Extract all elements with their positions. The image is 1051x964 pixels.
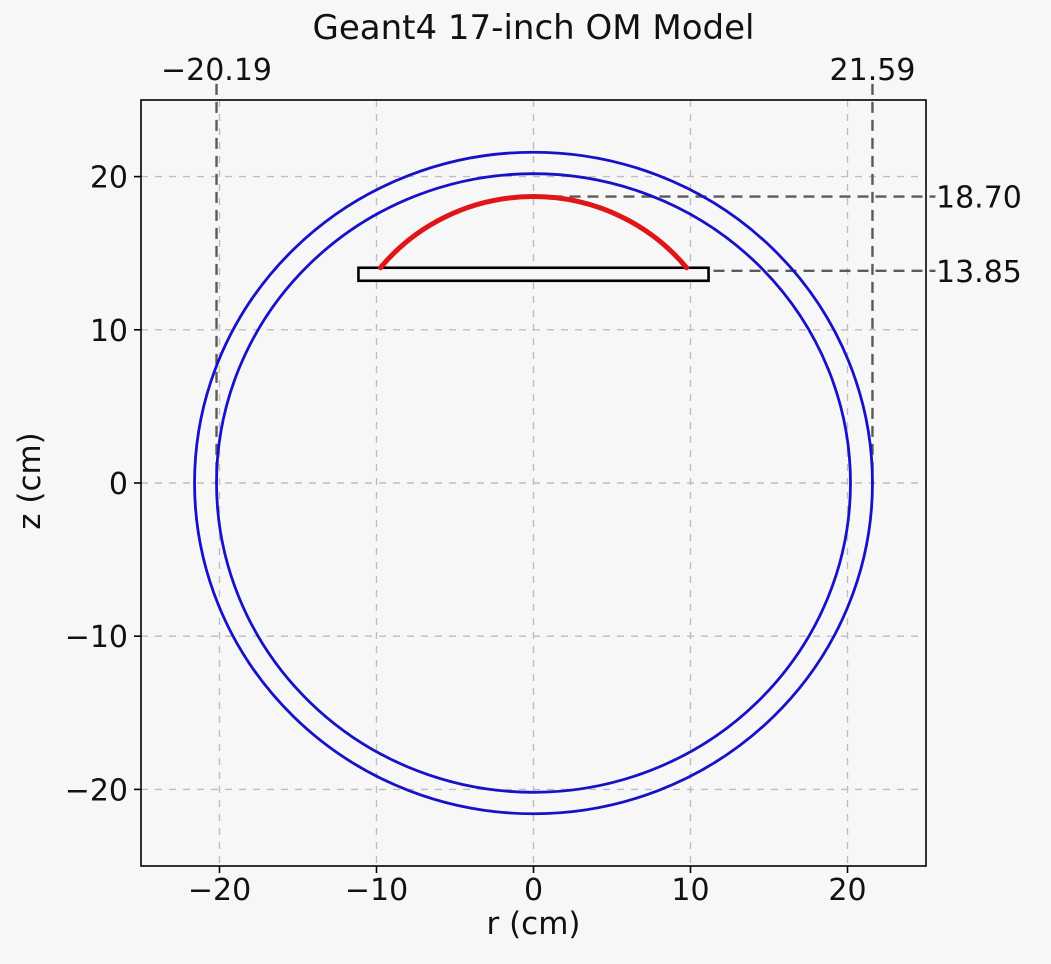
y-tick-label: 20: [90, 161, 128, 196]
x-tick-label: 0: [524, 873, 543, 908]
y-tick-label: −10: [65, 620, 128, 655]
annotation-label-hline-photocathode-top: 18.70: [936, 181, 1022, 216]
x-tick-label: −20: [188, 873, 251, 908]
y-tick-label: −20: [65, 773, 128, 808]
chart-title: Geant4 17-inch OM Model: [312, 8, 755, 48]
annotation-label-hline-plate-level: 13.85: [936, 255, 1022, 290]
annotation-label-vline-outer-radius-pos: 21.59: [830, 53, 916, 88]
x-tick-label: 10: [671, 873, 709, 908]
y-tick-label: 10: [90, 314, 128, 349]
inner-glass-sphere: [215, 172, 852, 794]
outer-glass-sphere: [193, 150, 874, 816]
y-tick-label: 0: [109, 467, 128, 502]
annotation-label-vline-outer-radius-neg: −20.19: [161, 53, 272, 88]
photocathode-dome: [377, 194, 690, 271]
y-axis-label: z (cm): [12, 432, 48, 530]
x-tick-label: −10: [345, 873, 408, 908]
x-axis-label: r (cm): [486, 906, 581, 942]
support-plate: [357, 266, 710, 283]
x-tick-label: 20: [828, 873, 866, 908]
